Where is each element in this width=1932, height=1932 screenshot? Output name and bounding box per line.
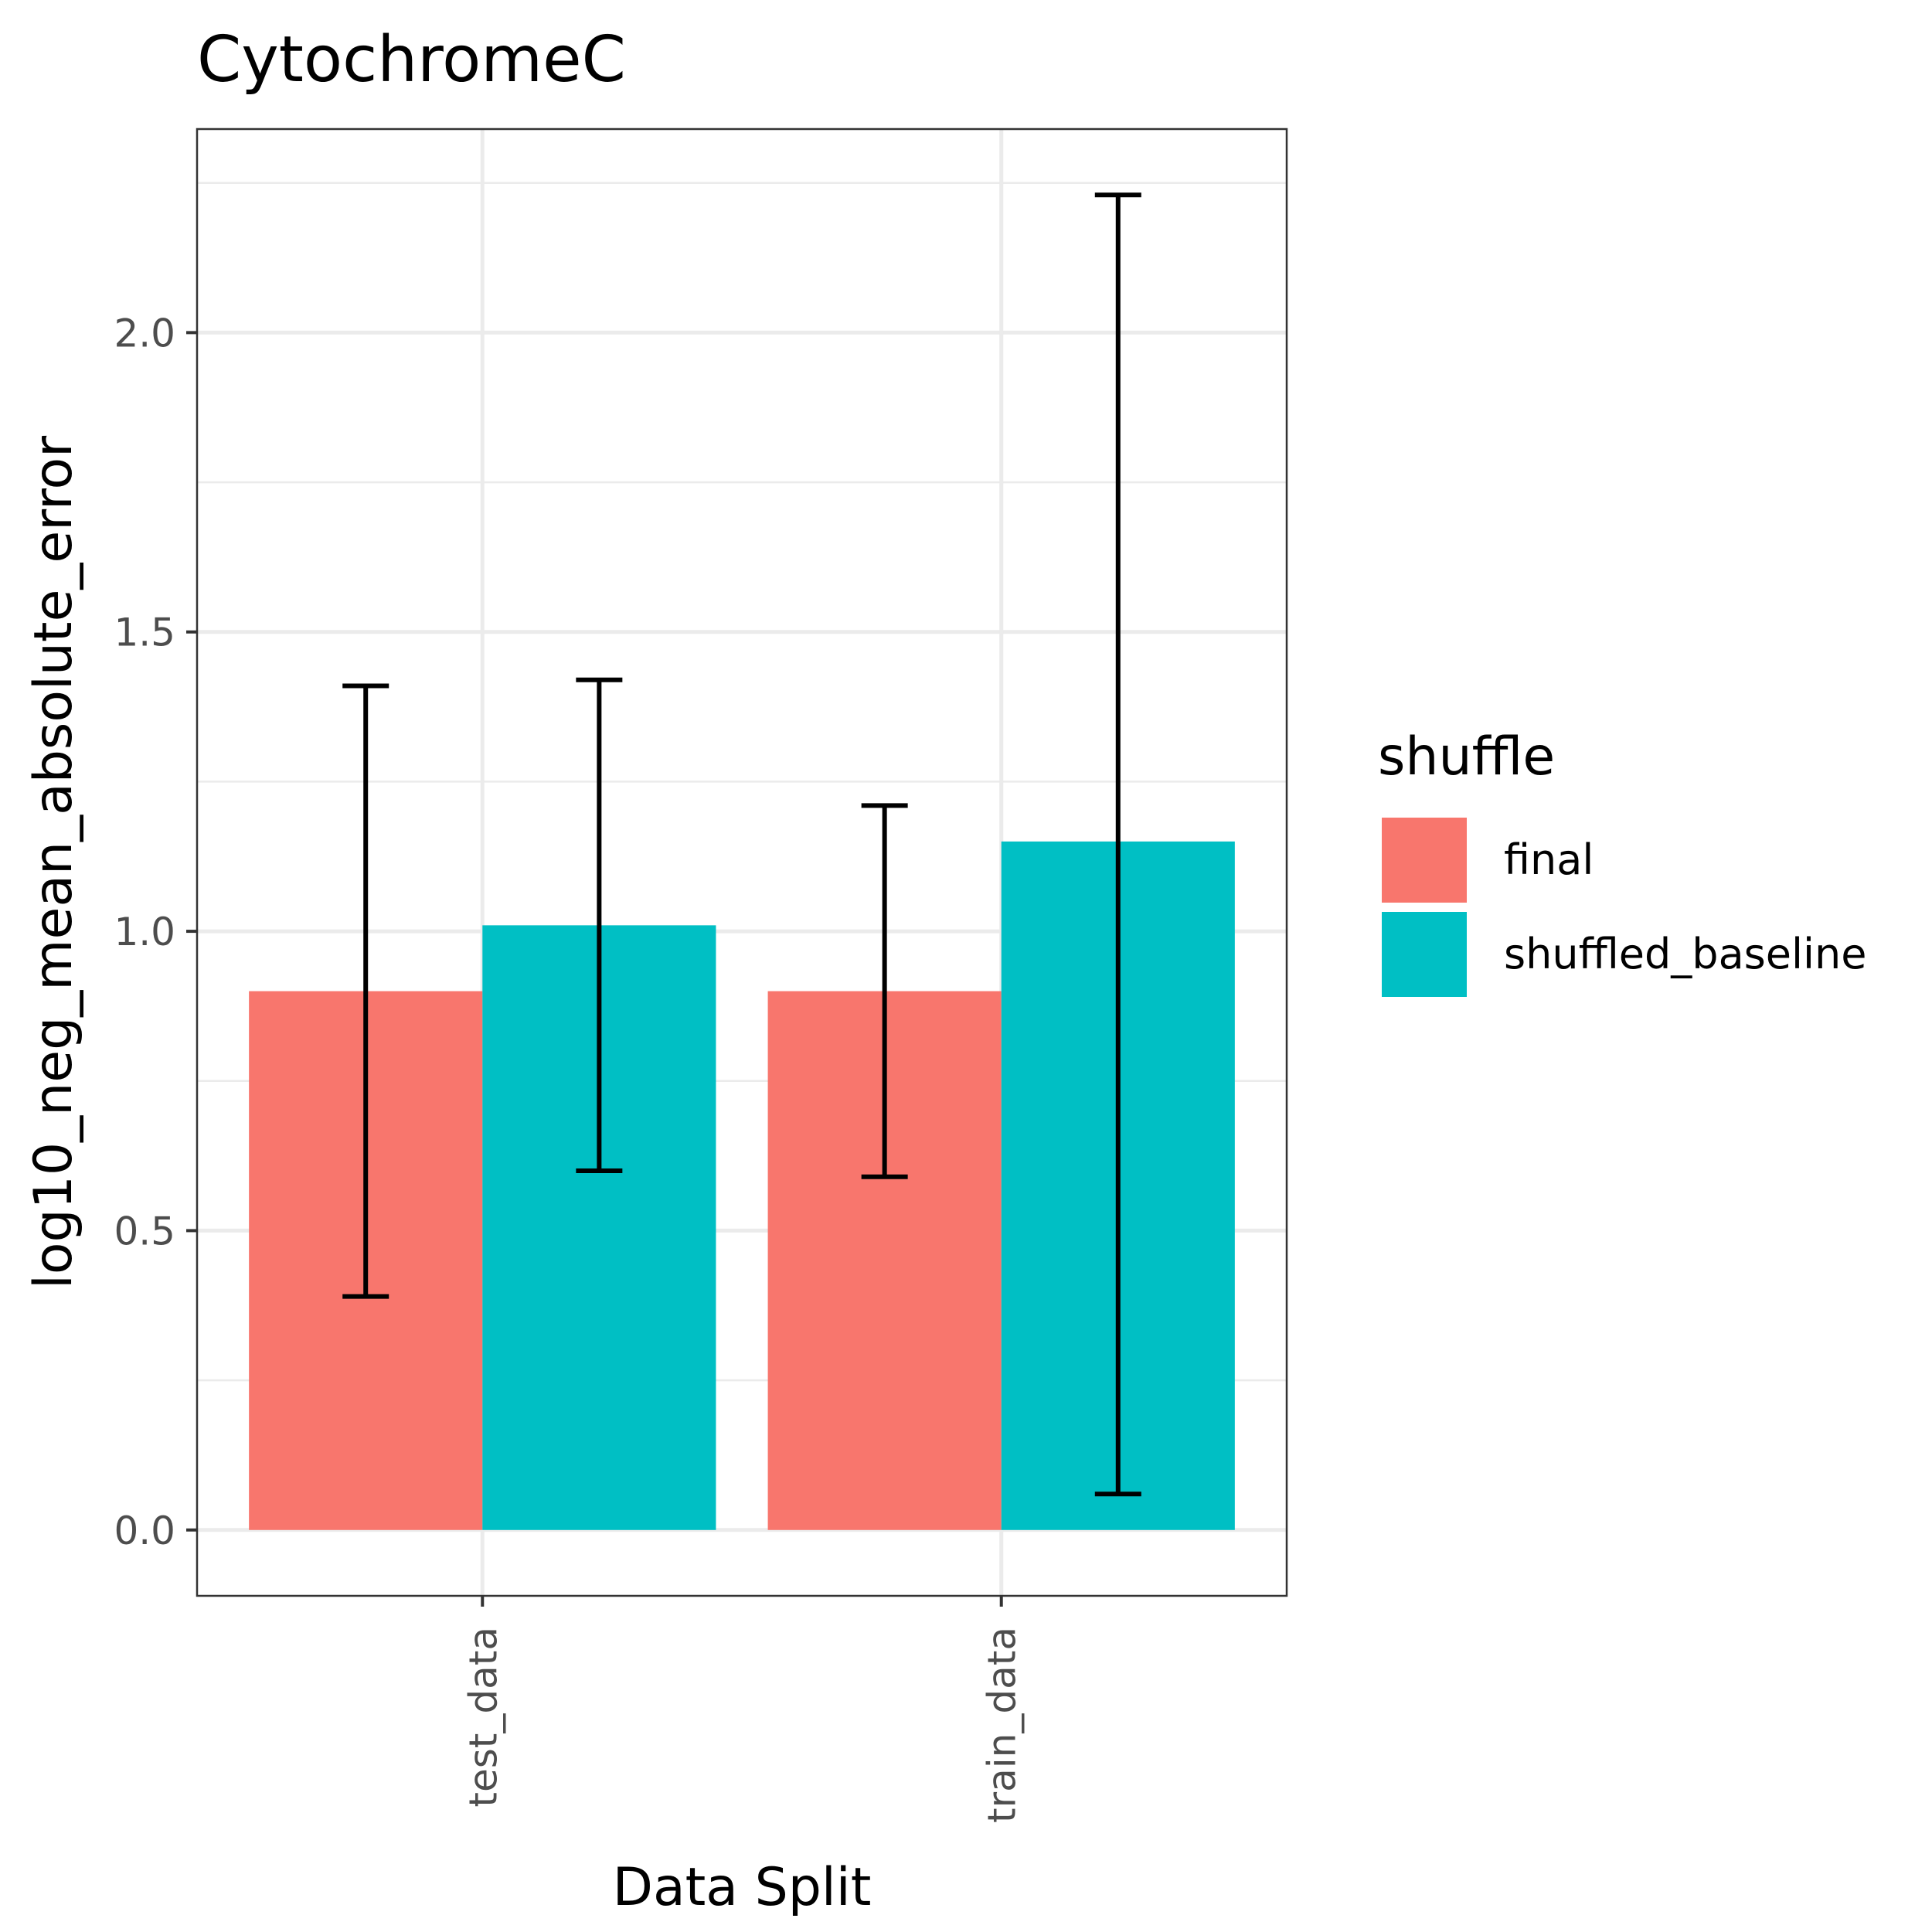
x-axis: test_data train_data [461,1596,1025,1823]
legend-swatch [1382,912,1467,997]
legend-label: final [1504,835,1594,884]
y-tick-label: 0.0 [114,1509,175,1553]
legend-label: shuffled_baseline [1504,930,1866,978]
chart-title: CytochromeC [197,23,626,97]
error-bars [342,192,1141,1497]
x-axis-title: Data Split [613,1857,872,1918]
y-axis-title: log10_neg_mean_absolute_error [23,436,84,1289]
x-tick-label: train_data [980,1627,1025,1823]
x-tick-label: test_data [461,1627,505,1808]
y-axis: 0.0 0.5 1.0 1.5 2.0 [114,311,197,1553]
y-tick-label: 1.5 [114,611,175,655]
plot-border [196,128,1288,1597]
legend-title: shuffle [1378,726,1555,787]
y-tick-label: 1.0 [114,910,175,954]
legend: shuffle final shuffled_baseline [1378,726,1866,997]
y-tick-label: 2.0 [114,311,175,355]
legend-swatch [1382,818,1467,903]
y-tick-label: 0.5 [114,1209,175,1253]
